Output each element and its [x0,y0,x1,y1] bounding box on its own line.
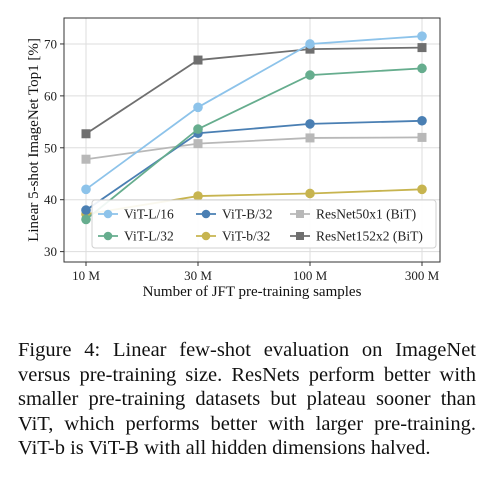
data-point [417,184,427,195]
y-tick-label: 40 [44,192,57,207]
legend-entry: ViT-L/32 [98,229,174,244]
x-tick-label: 300 M [405,268,440,283]
legend-entry: ViT-B/32 [196,207,272,222]
plot-frame [63,17,441,263]
legend-swatch-marker [201,209,211,219]
tick-layer: 30 40 50 60 70 10 M 30 M 100 M 300 M [44,36,440,283]
y-tick-label: 50 [44,140,57,155]
series-vit-l-16 [81,31,427,195]
data-point [193,191,203,201]
figure-caption: Figure 4: Linear few-shot evaluation on … [18,339,476,459]
data-point [193,124,203,134]
x-tick-label: 30 M [184,268,212,283]
data-point [193,139,203,149]
x-tick-label: 100 M [293,268,328,283]
legend-label: ViT-L/32 [124,229,174,244]
data-point [417,63,427,74]
legend-label: ViT-B/32 [222,207,272,222]
x-tick-label: 10 M [72,268,100,283]
legend-entry: ResNet152x2 (BiT) [290,229,423,244]
series-layer [81,31,427,225]
data-point [417,31,427,41]
legend-label: ViT-b/32 [222,229,270,244]
series-vit-l-32 [81,63,427,225]
data-point [417,115,427,126]
data-point [81,184,91,195]
series-line [85,67,423,221]
series-resnet152x2-bit- [81,43,427,139]
legend-swatch-marker [201,231,211,241]
data-point [305,119,315,129]
data-point [305,44,315,54]
series-resnet50x1-bit- [81,132,427,164]
legend-swatch-marker [103,231,113,241]
chart: 30 40 50 60 70 10 M 30 M 100 M 300 M Linear 5-sh… [26,17,441,300]
data-point [417,43,427,53]
legend-entry: ViT-L/16 [98,207,174,222]
data-point [305,39,315,49]
legend-label: ResNet50x1 (BiT) [316,207,416,222]
legend-swatch-marker [103,209,113,219]
data-point [81,129,91,139]
legend-label: ViT-L/16 [124,207,174,222]
data-point [305,188,315,199]
y-tick-label: 30 [44,244,57,259]
data-point [417,132,427,142]
legend-label: ResNet152x2 (BiT) [316,229,423,244]
y-tick-label: 70 [44,36,57,51]
y-axis-title: Linear 5-shot ImageNet Top1 [%] [26,38,42,242]
data-point [81,154,91,164]
legend-entry: ViT-b/32 [196,229,270,244]
legend-box [91,199,437,249]
data-point [81,205,91,215]
legend-swatch-marker [296,232,304,240]
x-axis-title: Number of JFT pre-training samples [143,284,362,300]
data-point [81,214,91,225]
data-point [305,70,315,80]
series-line [85,46,423,135]
legend: ViT-L/16 ViT-L/32 ViT-B/32 ViT-b/32 ResNet50… [91,199,437,249]
legend-swatch-marker [296,210,304,218]
series-line [85,136,423,161]
data-point [193,102,203,113]
series-line [85,35,423,191]
series-line [85,119,423,211]
data-point [193,55,203,65]
data-point [305,133,315,143]
y-tick-label: 60 [44,88,57,103]
legend-entry: ResNet50x1 (BiT) [290,207,416,222]
